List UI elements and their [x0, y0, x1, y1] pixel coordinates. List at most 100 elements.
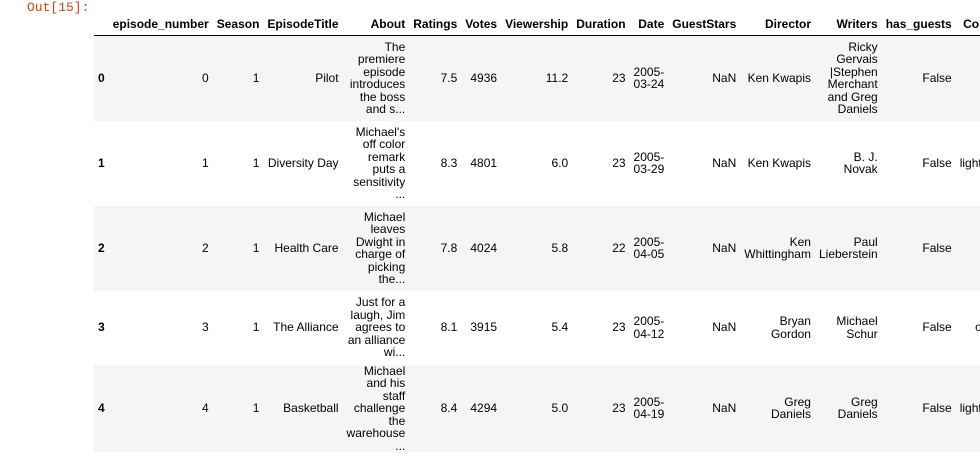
cell-writers: Greg Daniels [837, 394, 878, 422]
cell-ratings: 8.4 [440, 401, 458, 415]
row-index: 0 [98, 71, 105, 85]
cell-viewership: 6.0 [551, 155, 569, 170]
cell-director: Ken Kwapis [747, 155, 811, 170]
column-header: Viewership [501, 0, 573, 36]
cell-viewership: 5.8 [551, 240, 569, 255]
cell-gueststars: NaN [712, 71, 737, 85]
cell-about: Michael leaves Dwight in charge of picki… [355, 209, 406, 286]
cell-gueststars: NaN [712, 240, 737, 255]
column-header: Coloring [955, 0, 980, 36]
cell-about: Michael and his staff challenge the ware… [346, 363, 406, 453]
cell-about: Just for a laugh, Jim agrees to an allia… [347, 295, 406, 360]
cell-date: 2005-04-12 [633, 314, 665, 341]
cell-viewership: 11.2 [545, 71, 569, 85]
table-row: 3 3 1 The Alliance Just for a laugh, Jim agr… [94, 290, 980, 365]
cell-writers: Michael Schur [836, 314, 878, 341]
table-body: 0 0 1 Pilot The premiere episode introduces … [94, 35, 980, 453]
cell-ratings: 8.1 [440, 320, 458, 335]
cell-gueststars: NaN [712, 401, 737, 415]
cell-votes: 3915 [470, 320, 498, 335]
column-header: Season [212, 0, 264, 36]
cell-coloring: lightgreen [959, 401, 980, 415]
cell-season: 1 [252, 401, 260, 415]
cell-votes: 4936 [470, 71, 498, 85]
column-header: episode_number [108, 0, 213, 36]
cell-title: Diversity Day [267, 155, 339, 170]
cell-votes: 4024 [470, 240, 498, 255]
cell-title: Health Care [274, 240, 339, 255]
cell-has-guests: False [922, 71, 952, 85]
cell-votes: 4294 [470, 401, 498, 415]
row-index: 1 [98, 155, 105, 170]
cell-duration: 22 [612, 240, 626, 255]
cell-season: 1 [252, 240, 260, 255]
cell-director: Ken Whittingham [744, 234, 811, 261]
column-header: Director [740, 0, 815, 36]
cell-has-guests: False [922, 155, 952, 170]
column-header: Duration [572, 0, 630, 36]
row-index: 2 [98, 240, 105, 255]
cell-title: Pilot [315, 71, 339, 85]
cell-coloring: red [956, 206, 980, 291]
cell-duration: 23 [612, 320, 626, 335]
cell-season: 1 [252, 320, 260, 335]
cell-duration: 23 [612, 401, 626, 415]
cell-date: 2005-03-24 [633, 64, 665, 92]
cell-writers: B. J. Novak [843, 149, 878, 176]
cell-ratings: 7.5 [440, 71, 458, 85]
cell-has-guests: False [922, 320, 952, 335]
cell-about: Michael's off color remark puts a sensit… [353, 124, 406, 201]
cell-writers: Ricky Gervais |Stephen Merchant and Greg… [827, 39, 878, 117]
cell-season: 1 [252, 155, 260, 170]
row-index: 3 [98, 320, 105, 335]
dataframe-output: episode_number Season EpisodeTitle About Rat… [94, 0, 980, 465]
cell-director: Bryan Gordon [770, 314, 811, 341]
cell-episode-number: 3 [202, 320, 209, 335]
column-header: Votes [461, 0, 502, 36]
cell-gueststars: NaN [712, 320, 737, 335]
table-row: 0 0 1 Pilot The premiere episode introduces … [94, 35, 980, 121]
index-header [94, 0, 109, 36]
output-prompt: Out[15]: [27, 0, 90, 15]
cell-coloring: lightgreen [959, 155, 980, 170]
column-header: has_guests [881, 0, 956, 36]
cell-votes: 4801 [470, 155, 498, 170]
cell-title: The Alliance [273, 320, 339, 335]
cell-date: 2005-04-19 [633, 394, 665, 422]
cell-has-guests: False [922, 401, 952, 415]
cell-ratings: 8.3 [440, 155, 458, 170]
column-header: Writers [814, 0, 882, 36]
cell-episode-number: 2 [202, 240, 209, 255]
cell-episode-number: 4 [202, 401, 209, 415]
cell-episode-number: 1 [202, 155, 209, 170]
cell-episode-number: 0 [202, 71, 209, 85]
table-row: 2 2 1 Health Care Michael leaves Dwight in c… [94, 205, 980, 291]
cell-date: 2005-03-29 [633, 149, 665, 176]
row-index: 4 [98, 401, 105, 415]
column-header: Ratings [409, 0, 462, 36]
column-header: About [342, 0, 410, 36]
cell-viewership: 5.0 [551, 401, 569, 415]
table-row: 4 4 1 Basketball Michael and his staff chall… [94, 363, 980, 453]
dataframe-table: episode_number Season EpisodeTitle About Rat… [94, 0, 980, 452]
cell-has-guests: False [922, 240, 952, 255]
cell-coloring: red [956, 36, 980, 121]
cell-director: Ken Kwapis [747, 71, 811, 85]
cell-season: 1 [252, 71, 260, 85]
cell-duration: 23 [612, 155, 626, 170]
cell-title: Basketball [283, 401, 339, 415]
cell-coloring: orange [975, 320, 980, 335]
table-row: 1 1 1 Diversity Day Michael's off color rema… [94, 120, 980, 206]
cell-duration: 23 [612, 71, 626, 85]
cell-gueststars: NaN [712, 155, 737, 170]
cell-ratings: 7.8 [440, 240, 458, 255]
cell-viewership: 5.4 [551, 320, 569, 335]
cell-about: The premiere episode introduces the boss… [349, 39, 406, 117]
cell-writers: Paul Lieberstein [818, 234, 878, 261]
cell-date: 2005-04-05 [633, 234, 665, 261]
column-header: Date [629, 0, 669, 36]
column-header: GuestStars [668, 0, 741, 36]
table-header: episode_number Season EpisodeTitle About Rat… [94, 0, 980, 36]
cell-director: Greg Daniels [770, 394, 811, 422]
column-header: EpisodeTitle [263, 0, 343, 36]
